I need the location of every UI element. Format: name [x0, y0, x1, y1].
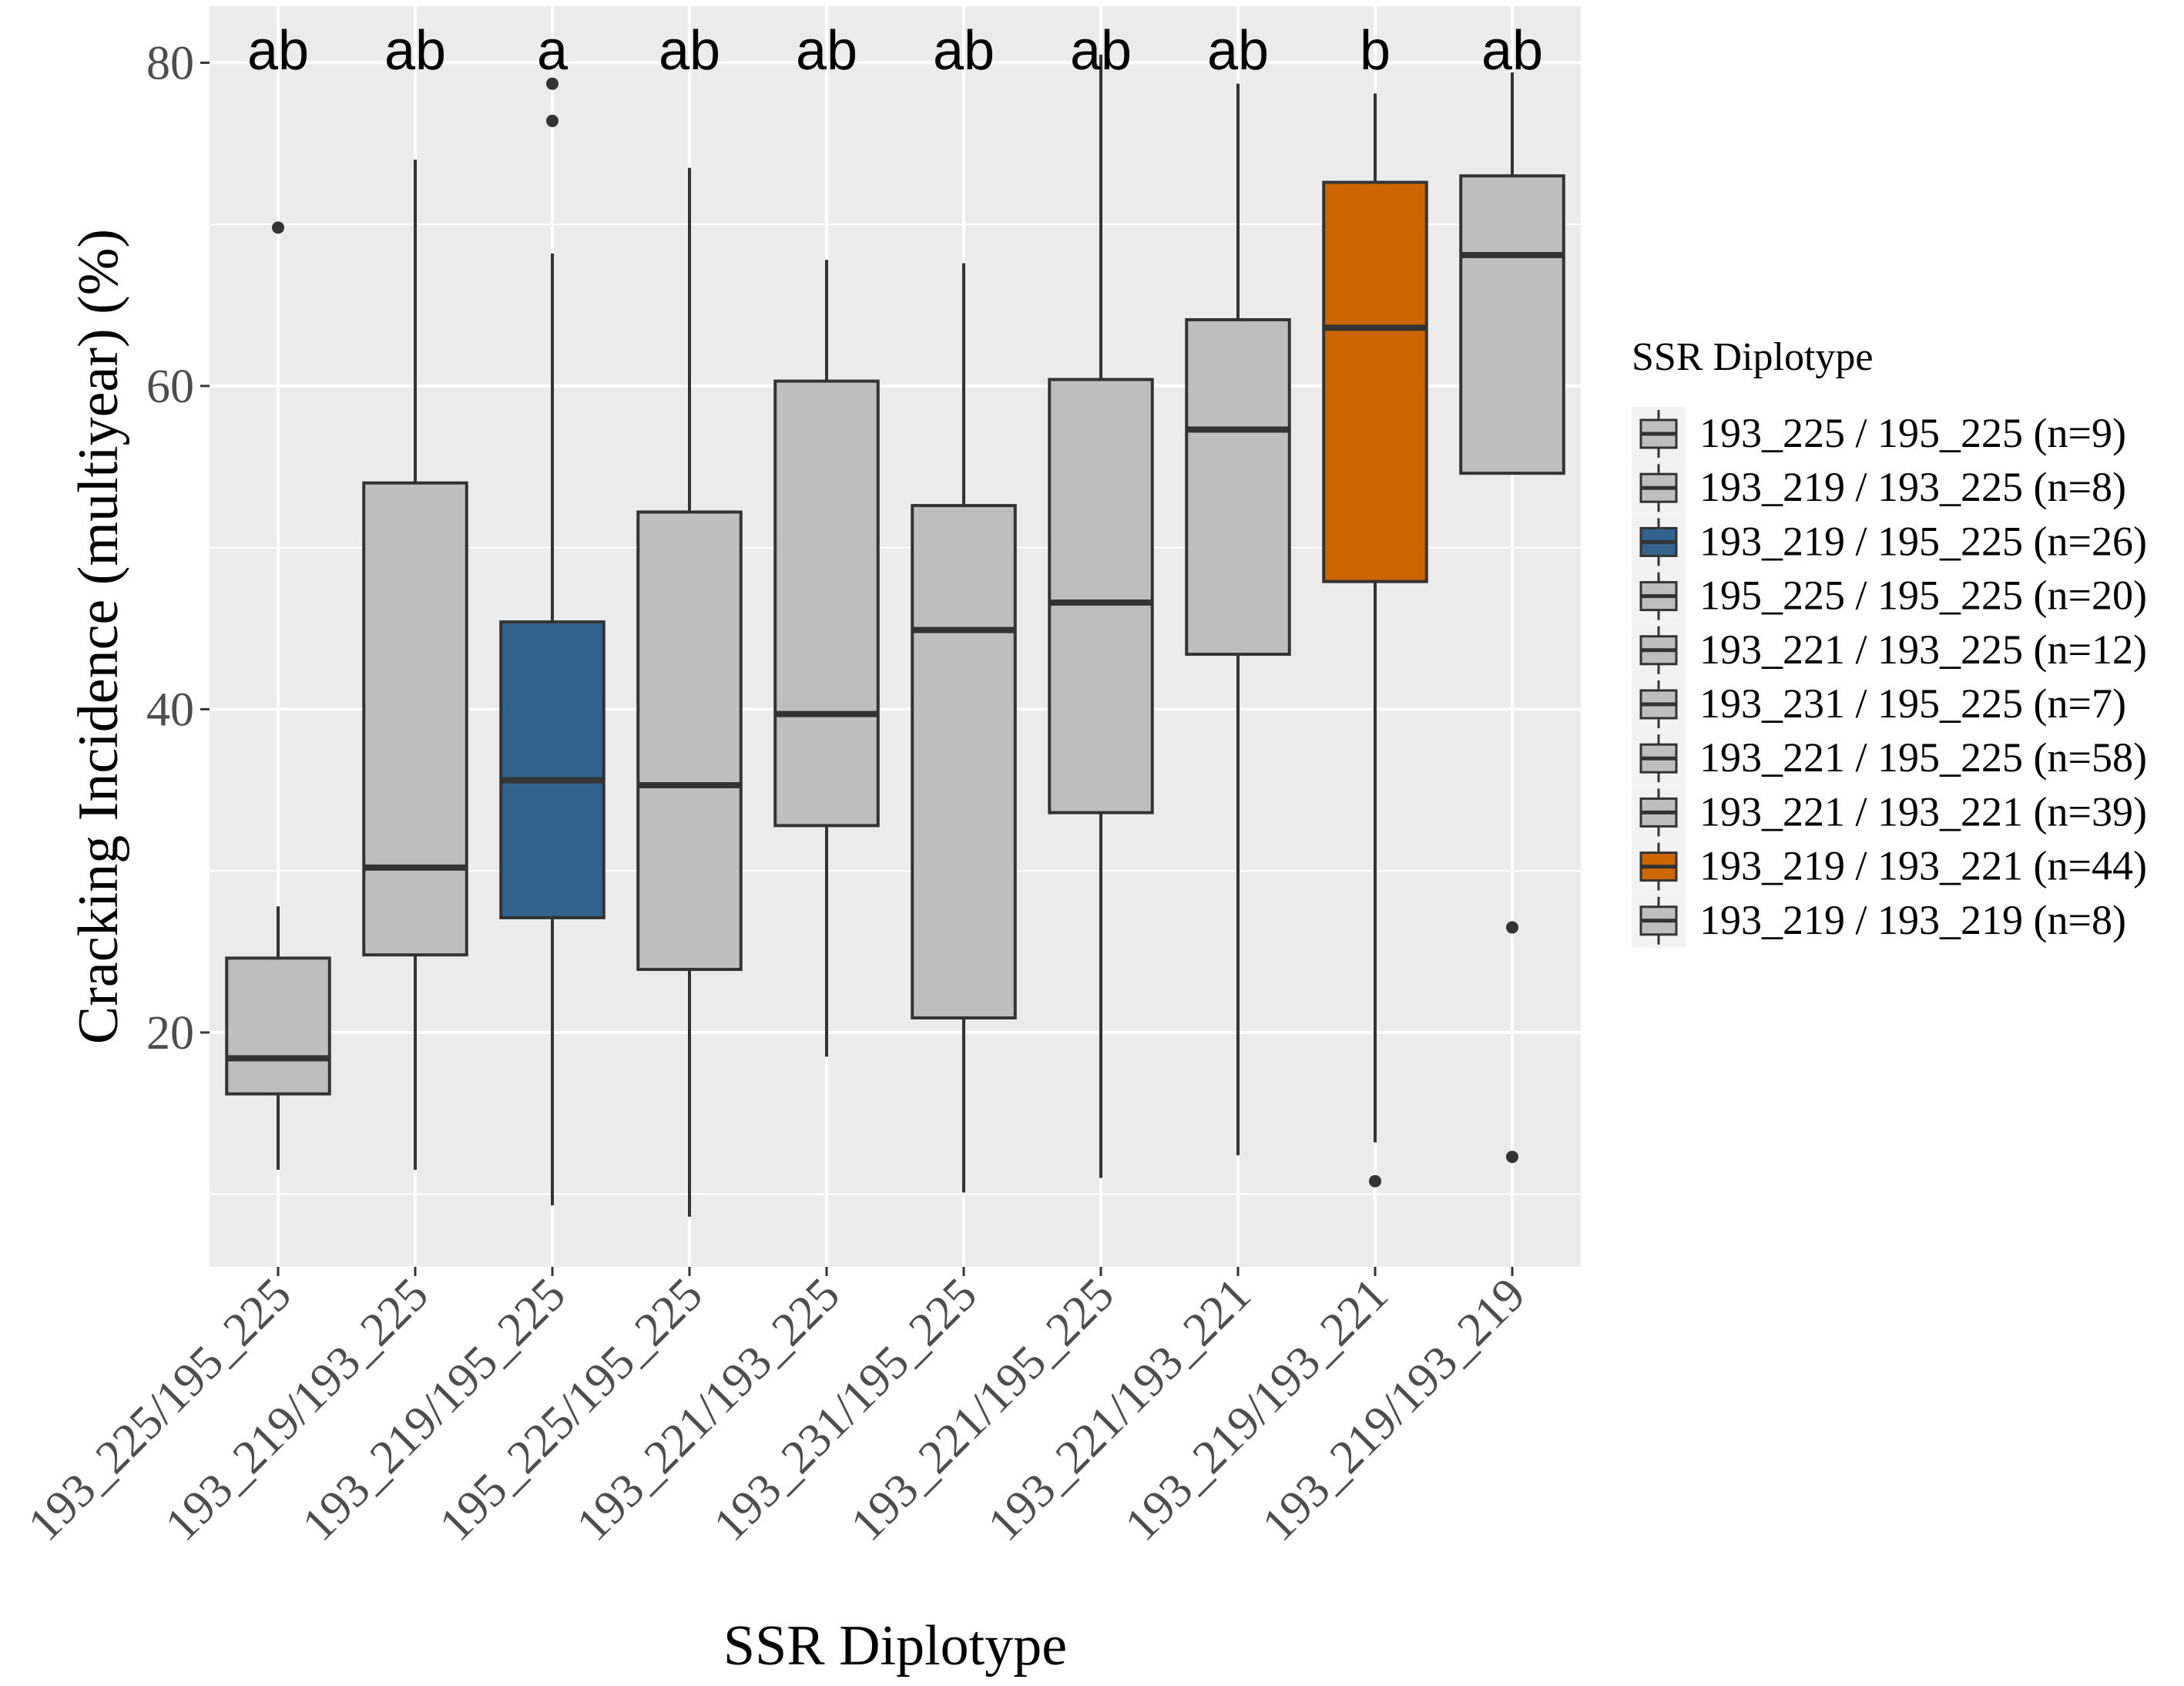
- box-193_225/195_225: [225, 221, 331, 1170]
- x-tick-label: 193_231/195_225: [704, 1268, 987, 1551]
- y-axis: 20 40 60 80: [146, 37, 210, 1060]
- x-tick-label: 193_219/193_221: [1115, 1268, 1398, 1551]
- iqr-box: [225, 956, 331, 1096]
- legend-item: 193_221 / 195_225 (n=58): [1632, 731, 2147, 786]
- outlier-point: [546, 77, 559, 90]
- legend-item: 193_219 / 193_225 (n=8): [1632, 461, 2126, 516]
- x-tick-label: 195_225/195_225: [430, 1268, 713, 1551]
- legend-items: 193_225 / 195_225 (n=9) 193_219 / 193_225…: [1632, 407, 2147, 948]
- y-tick-label: 60: [146, 361, 194, 413]
- x-tick-label: 193_219/193_219: [1253, 1268, 1535, 1551]
- outlier-point: [272, 221, 284, 234]
- legend-item: 193_221 / 193_221 (n=39): [1632, 785, 2147, 840]
- box-193_221/193_221: [1185, 83, 1291, 1156]
- box-193_221/195_225: [1048, 54, 1154, 1178]
- legend-label: 195_225 / 195_225 (n=20): [1699, 573, 2147, 619]
- legend: SSR Diplotype 193_225 / 195_225 (n=9)193…: [1632, 335, 2147, 948]
- outlier-point: [1369, 1174, 1381, 1187]
- legend-item: 193_219 / 193_219 (n=8): [1632, 893, 2126, 948]
- significance-letter: ab: [796, 20, 857, 82]
- legend-label: 193_219 / 193_221 (n=44): [1699, 843, 2147, 889]
- legend-label: 193_219 / 193_225 (n=8): [1699, 464, 2126, 510]
- box-193_219/195_225: [499, 77, 606, 1206]
- legend-label: 193_219 / 195_225 (n=26): [1699, 518, 2147, 564]
- legend-item: 195_225 / 195_225 (n=20): [1632, 569, 2147, 623]
- legend-label: 193_219 / 193_219 (n=8): [1699, 897, 2126, 943]
- significance-letter: ab: [247, 20, 309, 82]
- legend-item: 193_221 / 193_225 (n=12): [1632, 623, 2147, 677]
- outlier-point: [1506, 1150, 1518, 1164]
- outlier-point: [1506, 921, 1518, 934]
- significance-letter: b: [1360, 20, 1391, 82]
- significance-letter: ab: [659, 20, 720, 82]
- y-axis-title: Cracking Incidence (multiyear) (%): [67, 229, 130, 1044]
- iqr-box: [1185, 317, 1291, 657]
- iqr-box: [1322, 180, 1428, 583]
- box-195_225/195_225: [636, 167, 743, 1217]
- legend-title: SSR Diplotype: [1632, 335, 1874, 379]
- significance-letter: ab: [384, 20, 446, 82]
- x-tick-label: 193_219/193_225: [156, 1268, 438, 1551]
- box-193_221/193_225: [773, 260, 880, 1057]
- y-tick-label: 80: [146, 37, 194, 89]
- significance-letter: ab: [1481, 20, 1543, 82]
- legend-item: 193_225 / 195_225 (n=9): [1632, 407, 2126, 461]
- iqr-box: [1048, 378, 1154, 814]
- significance-letters: ab ab a ab ab ab ab ab b ab: [247, 20, 1543, 82]
- iqr-box: [499, 620, 606, 919]
- significance-letter: a: [537, 20, 569, 82]
- legend-label: 193_225 / 195_225 (n=9): [1699, 410, 2126, 456]
- box-193_219/193_221: [1322, 93, 1428, 1187]
- iqr-box: [362, 481, 468, 957]
- box-193_231/195_225: [911, 263, 1017, 1193]
- box-193_219/193_219: [1459, 72, 1565, 1164]
- significance-letter: ab: [1207, 20, 1269, 82]
- x-tick-label: 193_221/195_225: [841, 1268, 1124, 1551]
- legend-label: 193_221 / 193_221 (n=39): [1699, 788, 2147, 835]
- box-193_219/193_225: [362, 160, 468, 1170]
- boxes-layer: [225, 54, 1565, 1217]
- y-tick-label: 40: [146, 683, 194, 736]
- legend-item: 193_231 / 195_225 (n=7): [1632, 677, 2126, 731]
- x-axis-title: SSR Diplotype: [723, 1614, 1067, 1678]
- x-tick-label: 193_221/193_221: [978, 1268, 1261, 1551]
- iqr-box: [636, 510, 743, 972]
- legend-label: 193_221 / 193_225 (n=12): [1699, 626, 2147, 673]
- x-tick-label: 193_225/195_225: [18, 1268, 301, 1551]
- x-axis: 193_225/195_225193_219/193_225193_219/19…: [18, 1267, 1535, 1551]
- legend-item: 193_219 / 193_221 (n=44): [1632, 839, 2147, 894]
- significance-letter: ab: [1070, 20, 1132, 82]
- iqr-box: [911, 504, 1017, 1019]
- iqr-box: [773, 379, 880, 828]
- legend-label: 193_231 / 195_225 (n=7): [1699, 680, 2126, 727]
- significance-letter: ab: [933, 20, 995, 82]
- outlier-point: [546, 114, 559, 127]
- iqr-box: [1459, 174, 1565, 475]
- x-tick-label: 193_219/195_225: [293, 1268, 575, 1551]
- legend-item: 193_219 / 195_225 (n=26): [1632, 515, 2147, 569]
- y-tick-label: 20: [146, 1007, 194, 1060]
- x-tick-label: 193_221/193_225: [567, 1268, 850, 1551]
- legend-label: 193_221 / 195_225 (n=58): [1699, 734, 2147, 781]
